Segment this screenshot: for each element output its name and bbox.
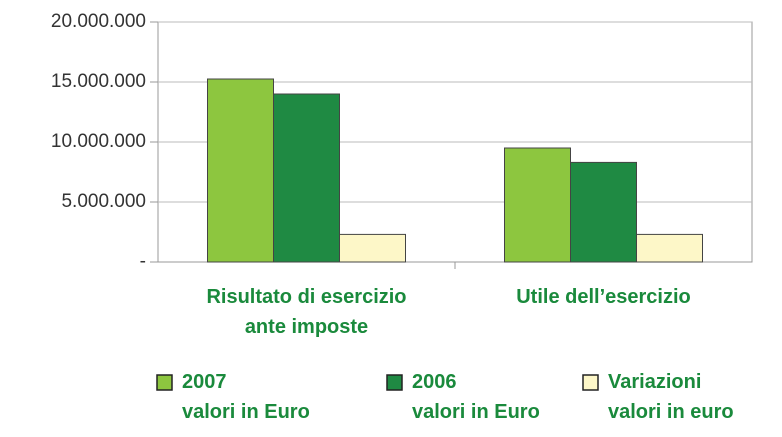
bar xyxy=(504,147,571,263)
y-tick-label: 20.000.000 xyxy=(51,11,146,32)
bar xyxy=(207,78,274,263)
legend-swatch xyxy=(386,374,403,391)
bar xyxy=(570,161,637,263)
y-tick-label: 10.000.000 xyxy=(51,131,146,152)
legend-label: Variazioni valori in euro xyxy=(608,371,734,423)
legend-swatch xyxy=(582,374,599,391)
legend-label: 2006 valori in Euro xyxy=(412,371,540,423)
x-tick-label: Risultato di esercizio ante imposte xyxy=(206,286,407,338)
y-tick-label: - xyxy=(140,251,146,272)
x-tick-label: Utile dell’esercizio xyxy=(516,286,691,308)
y-tick-label: 5.000.000 xyxy=(61,191,146,212)
legend-label: 2007 valori in Euro xyxy=(182,371,310,423)
bar xyxy=(273,93,340,263)
bar xyxy=(339,233,406,263)
bar xyxy=(636,233,703,263)
legend-swatch xyxy=(156,374,173,391)
y-tick-label: 15.000.000 xyxy=(51,71,146,92)
